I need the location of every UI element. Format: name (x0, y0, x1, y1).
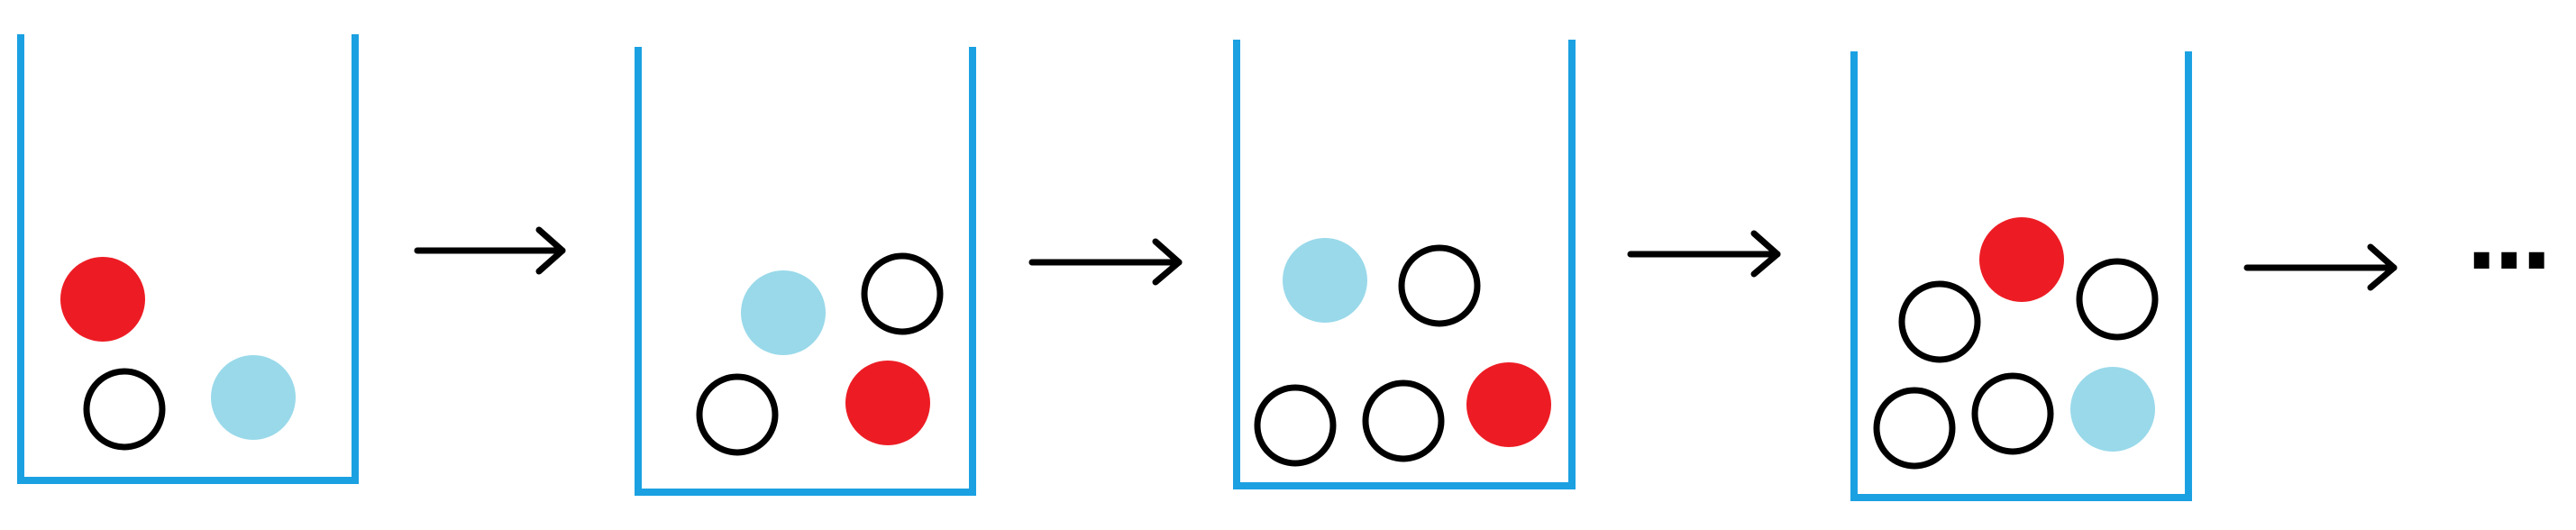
continuation-ellipsis: ... (2465, 188, 2553, 289)
arrow-3 (1627, 230, 1781, 278)
stage-3 (1233, 40, 1576, 489)
ball-empty (1971, 372, 2054, 455)
beaker-2 (635, 47, 976, 496)
ball-blue (2070, 367, 2155, 452)
beaker-1 (17, 34, 359, 484)
ball-empty (1254, 384, 1337, 467)
stage-2 (635, 47, 976, 496)
ball-empty (2076, 258, 2159, 341)
ball-blue (1283, 238, 1367, 323)
stage-1 (17, 34, 359, 484)
ball-blue (741, 270, 826, 355)
ball-empty (1362, 379, 1445, 462)
ball-empty (1398, 244, 1481, 327)
ball-empty (1898, 280, 1981, 363)
ball-red (1979, 217, 2064, 302)
ball-empty (861, 252, 944, 335)
ball-empty (83, 368, 166, 451)
stage-4 (1850, 51, 2192, 501)
ball-red (1466, 362, 1551, 447)
arrow-2 (1028, 238, 1183, 286)
beaker-3 (1233, 40, 1576, 489)
arrow-4 (2243, 243, 2398, 291)
arrow-1 (414, 226, 566, 275)
ball-blue (211, 355, 296, 440)
ball-empty (1873, 387, 1956, 470)
ball-red (845, 361, 930, 445)
ball-empty (696, 373, 779, 456)
beaker-4 (1850, 51, 2192, 501)
ball-red (60, 257, 145, 342)
